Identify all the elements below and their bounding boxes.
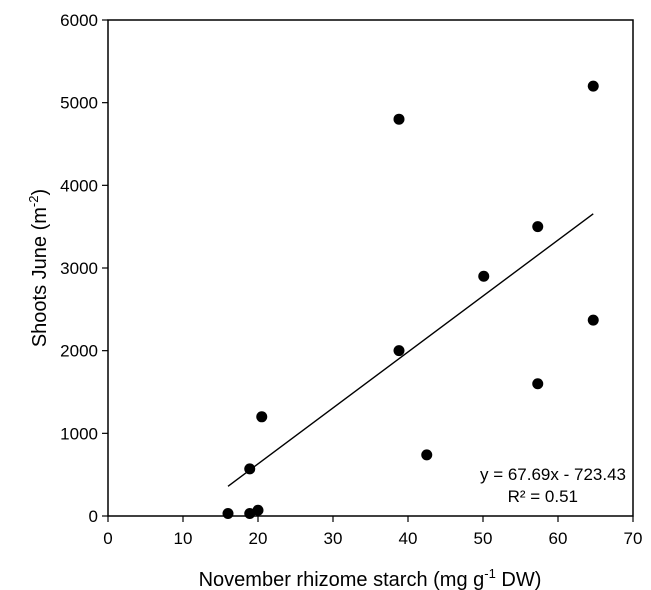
y-axis-title-superscript: -2 — [26, 196, 41, 208]
y-tick-label: 2000 — [60, 342, 98, 361]
y-axis-title-suffix: ) — [29, 189, 51, 196]
x-tick-label: 50 — [474, 529, 493, 548]
x-tick-label: 0 — [103, 529, 112, 548]
y-tick-label: 0 — [89, 507, 98, 526]
data-point — [532, 221, 544, 233]
y-axis-title: Shoots June (m-2) — [26, 189, 51, 347]
data-point — [532, 378, 544, 390]
x-axis-title-text: November rhizome starch (mg g — [199, 569, 485, 590]
x-tick-label: 40 — [399, 529, 418, 548]
data-point — [393, 113, 405, 125]
x-tick-label: 10 — [174, 529, 193, 548]
data-point — [244, 463, 256, 475]
data-points — [222, 80, 599, 520]
y-tick-label: 4000 — [60, 176, 98, 195]
data-point — [256, 411, 268, 423]
trendline-group — [227, 213, 594, 487]
y-tick-label: 1000 — [60, 424, 98, 443]
trendline — [227, 213, 594, 487]
y-tick-label: 3000 — [60, 259, 98, 278]
data-point — [252, 504, 264, 516]
plot-border — [107, 19, 634, 517]
data-point — [587, 80, 599, 92]
x-axis-title: November rhizome starch (mg g-1 DW) — [199, 566, 542, 590]
data-point — [244, 508, 256, 520]
x-tick-label: 30 — [324, 529, 343, 548]
x-axis-title-superscript: -1 — [484, 566, 496, 581]
x-axis-title-suffix: DW) — [496, 569, 542, 590]
y-axis-ticks: 0 1000 2000 3000 4000 5000 6000 — [60, 11, 108, 526]
y-tick-label: 5000 — [60, 94, 98, 113]
x-tick-label: 70 — [624, 529, 643, 548]
plot-frame — [107, 19, 634, 517]
y-tick-label: 6000 — [60, 11, 98, 30]
data-point — [421, 449, 433, 461]
x-tick-label: 60 — [549, 529, 568, 548]
data-point — [222, 508, 234, 520]
x-axis-ticks: 0 10 20 30 40 50 60 70 — [103, 516, 642, 548]
trendline-equation: y = 67.69x - 723.43 — [480, 465, 626, 484]
x-tick-label: 20 — [249, 529, 268, 548]
data-point — [478, 270, 490, 282]
trendline-r-squared: R² = 0.51 — [508, 487, 578, 506]
data-point — [587, 314, 599, 326]
data-point — [393, 345, 405, 357]
y-axis-title-text: Shoots June (m — [29, 207, 51, 347]
